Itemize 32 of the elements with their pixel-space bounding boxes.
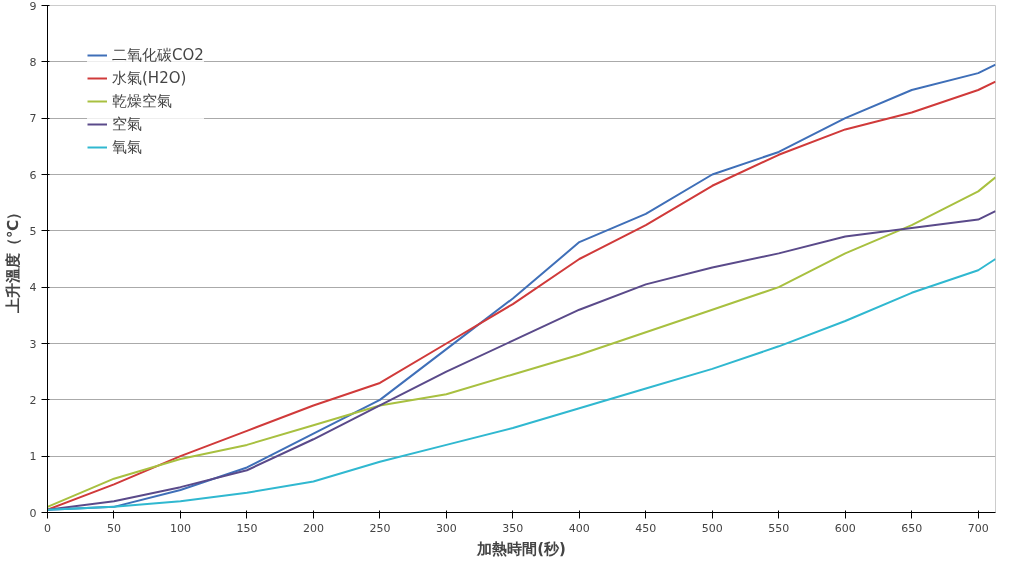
- x-tick-label: 500: [701, 521, 723, 535]
- y-tick-label: 5: [29, 224, 37, 238]
- x-tick-label: 600: [834, 521, 856, 535]
- legend-label: 氧氣: [112, 137, 142, 157]
- x-tick-label: 0: [44, 521, 51, 535]
- legend-label: 乾燥空氣: [112, 91, 172, 111]
- y-tick-label: 3: [29, 337, 37, 351]
- x-tick-label: 650: [901, 521, 923, 535]
- x-tick-label: 50: [106, 521, 121, 535]
- x-tick-label: 150: [236, 521, 258, 535]
- y-tick-label: 6: [29, 168, 37, 182]
- y-tick-label: 8: [29, 55, 37, 69]
- legend-label: 二氧化碳CO2: [112, 45, 204, 65]
- x-tick-label: 700: [967, 521, 989, 535]
- y-tick-label: 7: [29, 112, 37, 126]
- y-tick-label: 0: [29, 506, 37, 520]
- x-tick-label: 450: [635, 521, 657, 535]
- y-tick-label: 2: [29, 393, 37, 407]
- y-tick-label: 4: [29, 281, 37, 295]
- x-tick-label: 200: [302, 521, 324, 535]
- x-tick-label: 100: [169, 521, 191, 535]
- x-tick-label: 350: [502, 521, 524, 535]
- legend-label: 水氣(H2O): [112, 68, 187, 88]
- x-tick-label: 400: [568, 521, 590, 535]
- y-axis-title: 上升溫度（℃）: [3, 204, 22, 315]
- x-tick-label: 550: [768, 521, 790, 535]
- x-axis-title: 加熱時間(秒): [476, 539, 566, 558]
- legend-label: 空氣: [112, 114, 142, 134]
- y-tick-label: 9: [29, 0, 37, 13]
- y-tick-label: 1: [29, 450, 37, 464]
- x-tick-label: 300: [435, 521, 457, 535]
- x-tick-label: 250: [369, 521, 391, 535]
